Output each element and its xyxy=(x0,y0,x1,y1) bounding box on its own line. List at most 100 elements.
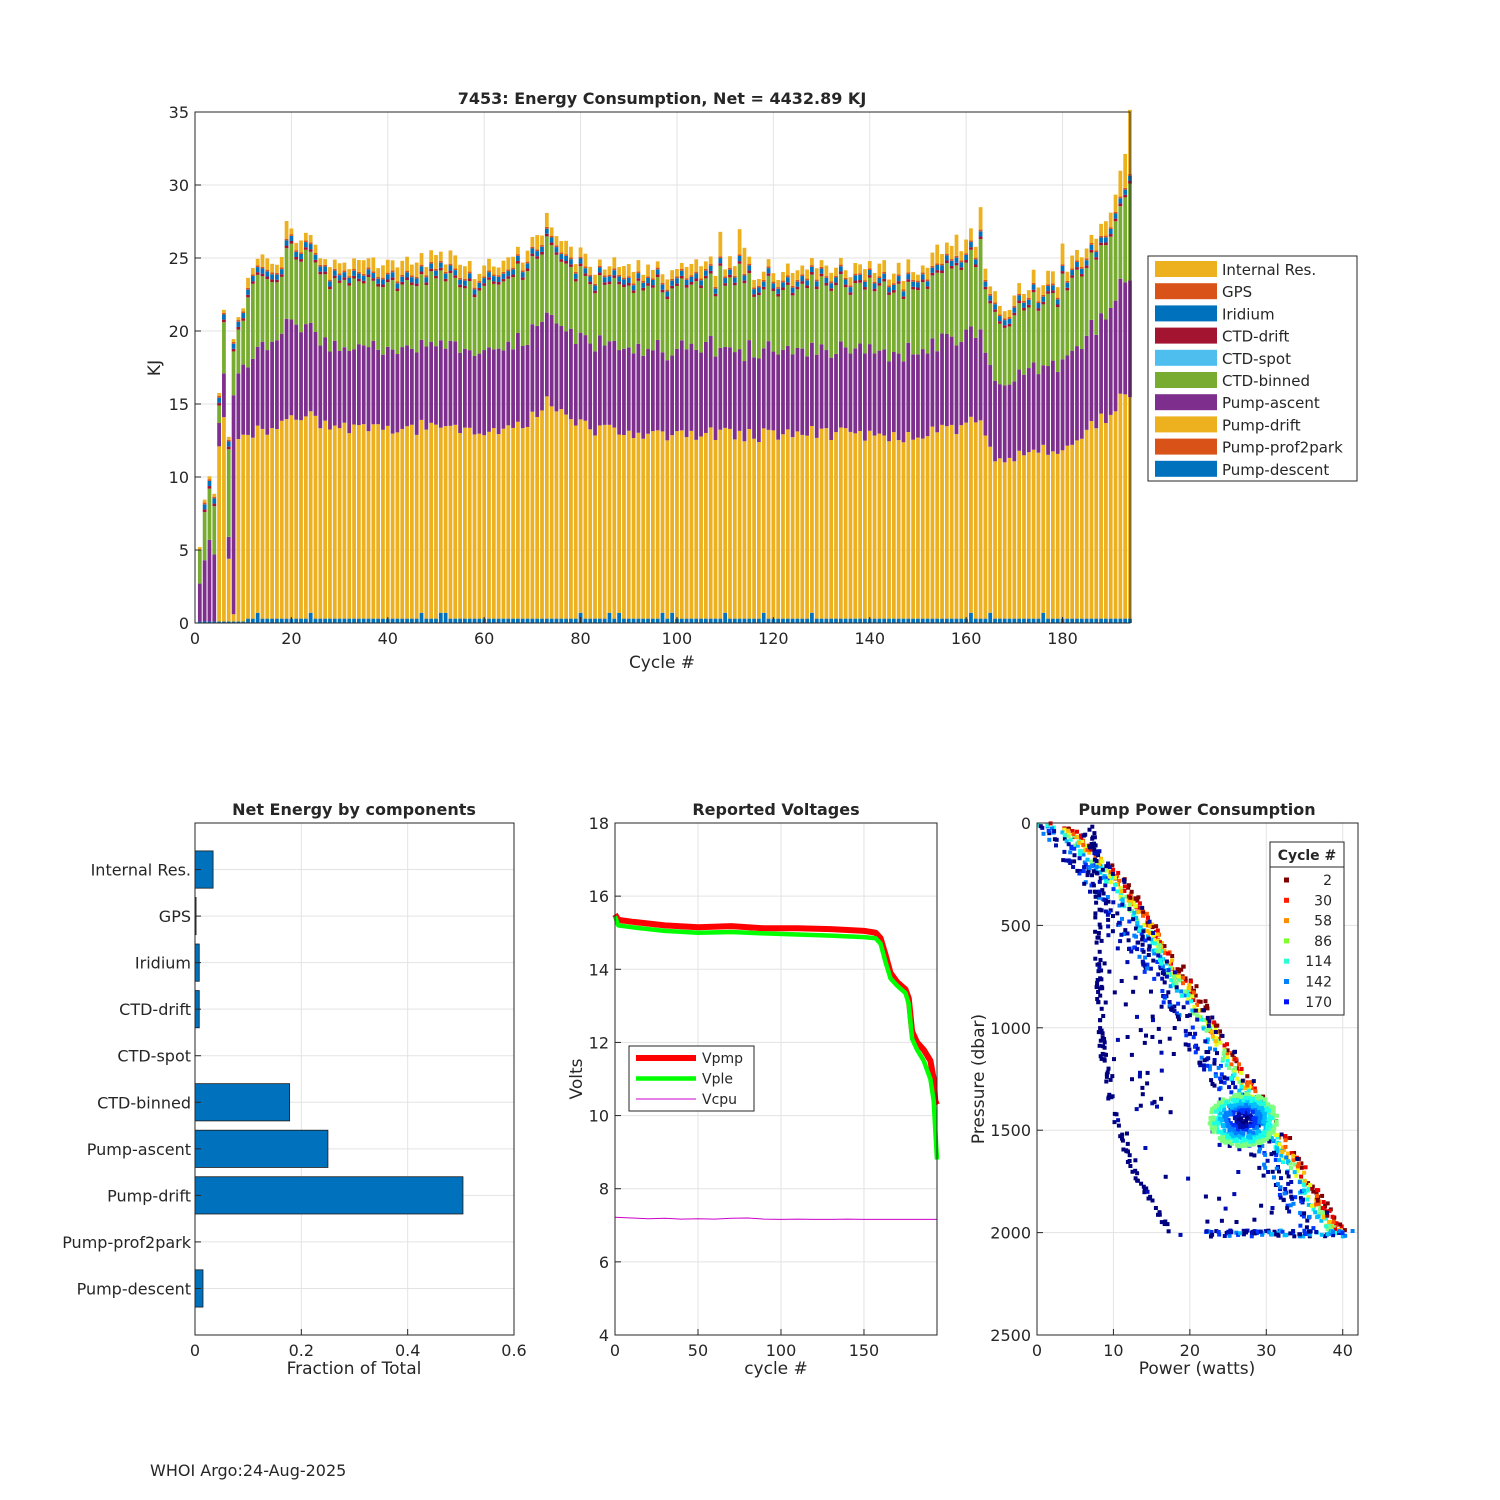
pump-power-point xyxy=(1188,979,1193,984)
bar-ctd-binned xyxy=(275,282,279,341)
bar-gps xyxy=(916,280,920,283)
bar-ctd-binned xyxy=(650,287,655,351)
pump-power-point xyxy=(1181,964,1186,969)
pump-power-point xyxy=(1169,1007,1174,1012)
pump-power-point xyxy=(1331,1233,1336,1238)
pump-power-point xyxy=(1085,873,1090,878)
bar-pump-ascent xyxy=(525,344,530,427)
bar-internal-res xyxy=(679,262,684,269)
pump-power-point xyxy=(1268,1118,1272,1122)
pump-power-point xyxy=(1323,1203,1328,1208)
pump-power-point xyxy=(1060,830,1065,835)
bar-pump-descent xyxy=(1118,618,1123,623)
energy-ytick-label: 10 xyxy=(169,468,189,487)
pump-power-point xyxy=(1263,1229,1268,1234)
pump-power-point xyxy=(1174,1011,1179,1016)
bar-pump-ascent xyxy=(1036,374,1041,453)
bar-ctd-binned xyxy=(1104,245,1108,320)
pump-power-point xyxy=(1248,1105,1253,1110)
bar-internal-res xyxy=(438,251,443,261)
pump-power-point xyxy=(1078,869,1083,873)
bar-ctd-binned xyxy=(1046,293,1050,367)
pump-power-point xyxy=(1082,860,1087,865)
bar-iridium xyxy=(622,279,626,285)
bar-internal-res xyxy=(424,267,429,276)
pump-power-point xyxy=(1299,1165,1304,1170)
bar-ctd-binned xyxy=(810,274,814,343)
bar-iridium xyxy=(1031,284,1036,290)
bar-pump-drift xyxy=(848,431,853,619)
pump-power-point xyxy=(1277,1192,1282,1197)
bar-ctd-binned xyxy=(607,284,612,342)
bar-pump-ascent xyxy=(544,312,549,397)
bar-pump-ascent xyxy=(944,333,949,427)
pump-power-point xyxy=(1252,1135,1256,1140)
bar-pump-descent xyxy=(949,618,954,623)
bar-internal-res xyxy=(988,286,993,294)
bar-ctd-drift xyxy=(352,275,356,279)
pump-power-point xyxy=(1094,900,1099,905)
bar-gps xyxy=(443,271,448,274)
pump-power-point xyxy=(1257,1116,1262,1121)
bar-gps xyxy=(940,263,944,266)
bar-ctd-binned xyxy=(795,289,800,348)
bar-gps xyxy=(554,245,559,248)
pump-power-point xyxy=(1232,1057,1237,1062)
bar-internal-res xyxy=(708,256,713,265)
bar-ctd-binned xyxy=(419,274,424,340)
bar-pump-descent xyxy=(896,618,901,623)
pump-power-point xyxy=(1265,1125,1270,1130)
bar-pump-drift xyxy=(434,424,438,619)
bar-pump-drift xyxy=(626,430,631,619)
bar-internal-res xyxy=(246,277,250,288)
pump-power-point xyxy=(1217,1196,1222,1201)
energy-legend-swatch xyxy=(1155,349,1217,366)
bar-iridium xyxy=(289,235,294,241)
bar-gps xyxy=(882,271,887,274)
pump-power-point xyxy=(1159,1220,1164,1225)
pump-power-point xyxy=(1104,1079,1109,1084)
pump-power-point xyxy=(1324,1224,1329,1229)
bar-pump-ascent xyxy=(790,354,795,438)
bar-gps xyxy=(819,266,824,269)
energy-xlabel: Cycle # xyxy=(629,653,695,673)
bar-ctd-drift xyxy=(308,249,313,252)
pump-power-point xyxy=(1105,912,1110,917)
pump-power-point xyxy=(1263,1123,1268,1128)
pump-power-point xyxy=(1154,924,1159,929)
pump-power-point xyxy=(1257,1149,1262,1154)
bar-pump-drift xyxy=(463,427,467,619)
bar-internal-res xyxy=(752,279,756,288)
bar-pump-descent xyxy=(419,612,424,623)
bar-pump-drift xyxy=(814,437,819,619)
pump-power-point xyxy=(1081,852,1086,857)
pump-power-point xyxy=(1153,1206,1158,1210)
bar-pump-ascent xyxy=(723,346,728,428)
bar-internal-res xyxy=(279,257,284,268)
bar-pump-ascent xyxy=(1017,369,1022,451)
bar-pump-ascent xyxy=(737,349,742,431)
bar-gps xyxy=(997,314,1002,317)
bar-internal-res xyxy=(973,246,978,258)
bar-ctd-binned xyxy=(250,283,255,359)
pump-power-point xyxy=(1181,981,1185,986)
pump-power-point xyxy=(1097,879,1102,884)
bar-internal-res xyxy=(1104,221,1108,236)
bar-ctd-binned xyxy=(381,287,385,355)
bar-pump-drift xyxy=(679,430,684,619)
pump-power-point xyxy=(1310,1186,1315,1191)
pump-power-point xyxy=(1071,832,1076,837)
bar-gps xyxy=(728,267,732,270)
pump-power-point xyxy=(1258,1229,1263,1234)
pump-power-point xyxy=(1106,924,1111,929)
pump-power-point xyxy=(1272,1150,1276,1155)
pump-power-legend-label: 58 xyxy=(1314,914,1332,930)
pump-power-point xyxy=(1288,1136,1293,1140)
pump-power-point xyxy=(1104,1072,1109,1077)
pump-power-point xyxy=(1150,922,1155,927)
pump-power-xtick-label: 0 xyxy=(1032,1341,1042,1360)
bar-pump-descent xyxy=(925,618,930,623)
bar-pump-drift xyxy=(390,433,395,619)
voltage-ytick-label: 8 xyxy=(599,1180,609,1199)
bar-gps xyxy=(1118,196,1123,199)
